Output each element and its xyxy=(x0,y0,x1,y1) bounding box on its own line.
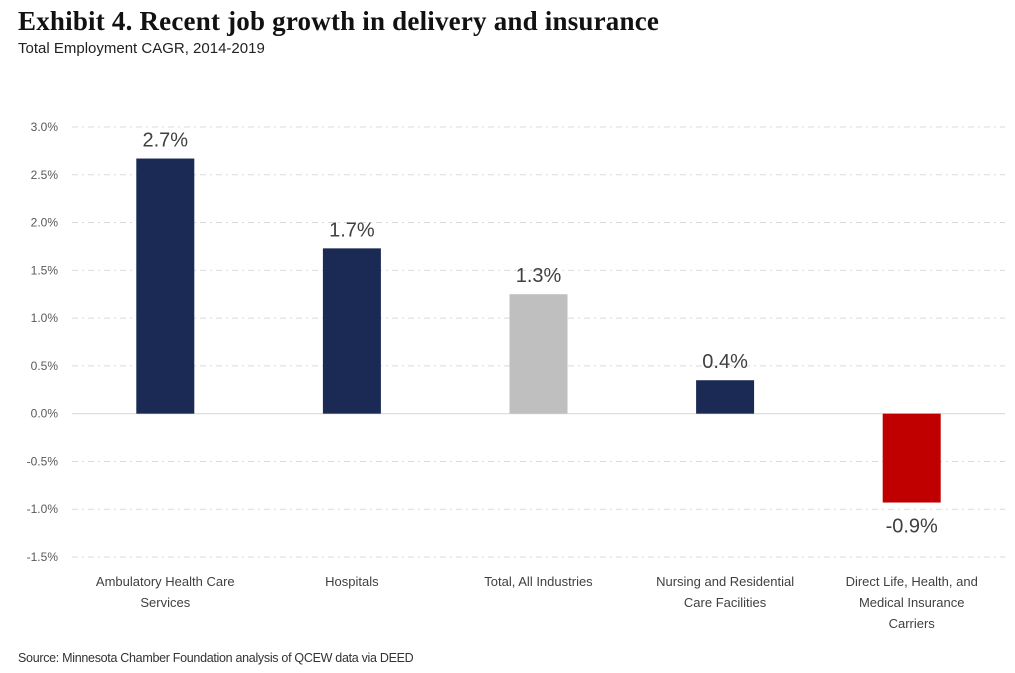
y-tick-label: 1.5% xyxy=(31,263,59,277)
x-tick-label: Hospitals xyxy=(325,574,379,589)
source-note: Source: Minnesota Chamber Foundation ana… xyxy=(18,651,414,665)
data-label: 2.7% xyxy=(143,130,189,152)
y-tick-label: -1.0% xyxy=(27,502,59,516)
y-tick-label: -1.5% xyxy=(27,550,59,564)
y-tick-label: 2.0% xyxy=(31,216,59,230)
y-tick-label: -0.5% xyxy=(27,454,59,468)
x-tick-label: Direct Life, Health, and xyxy=(846,574,978,589)
data-label: 1.3% xyxy=(516,265,562,287)
x-tick-label: Total, All Industries xyxy=(484,574,593,589)
chart-title: Exhibit 4. Recent job growth in delivery… xyxy=(18,6,660,36)
bar xyxy=(136,158,195,414)
data-label: -0.9% xyxy=(886,516,938,538)
bar xyxy=(322,248,381,414)
y-tick-label: 2.5% xyxy=(31,168,59,182)
bar xyxy=(509,294,568,414)
y-tick-label: 0.5% xyxy=(31,359,59,373)
data-label: 1.7% xyxy=(329,219,375,241)
x-tick-label: Ambulatory Health Care xyxy=(96,574,235,589)
bar xyxy=(882,413,941,503)
bars xyxy=(136,158,941,503)
x-tick-label: Care Facilities xyxy=(684,595,767,610)
bar xyxy=(696,380,755,414)
x-tick-label: Services xyxy=(140,595,190,610)
data-label: 0.4% xyxy=(702,351,748,373)
data-labels: 2.7% 1.7% 1.3% 0.4% -0.9% xyxy=(143,130,939,538)
y-axis: 3.0% 2.5% 2.0% 1.5% 1.0% 0.5% 0.0% -0.5% -1.0% -1… xyxy=(27,120,59,564)
y-tick-label: 1.0% xyxy=(31,311,59,325)
x-tick-label: Nursing and Residential xyxy=(656,574,794,589)
x-tick-label: Medical Insurance xyxy=(859,595,965,610)
y-tick-label: 3.0% xyxy=(31,120,59,134)
x-axis: Ambulatory Health Care Services Hospitals T… xyxy=(96,574,978,631)
x-tick-label: Carriers xyxy=(889,616,936,631)
y-tick-label: 0.0% xyxy=(31,407,59,421)
chart-subtitle: Total Employment CAGR, 2014-2019 xyxy=(18,40,265,57)
